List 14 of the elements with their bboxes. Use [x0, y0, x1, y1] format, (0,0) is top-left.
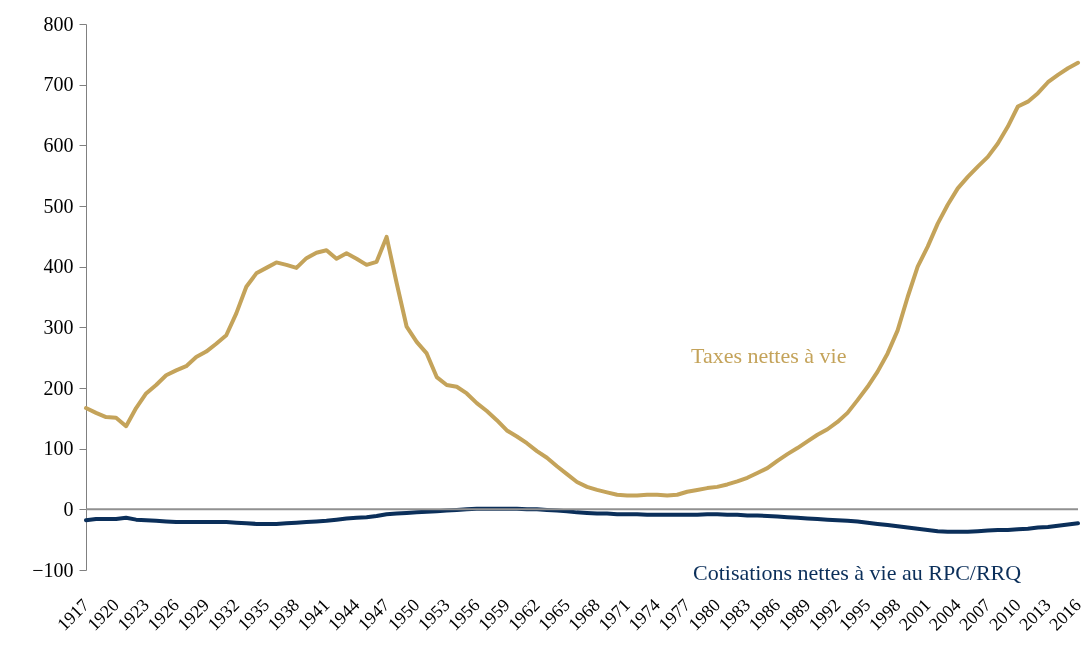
y-tick-label: 800	[43, 12, 74, 35]
series-label: Cotisations nettes à vie au RPC/RRQ	[693, 560, 1022, 585]
y-tick-label: 500	[43, 194, 74, 217]
y-tick-label: 100	[43, 437, 74, 460]
y-tick-label: 0	[63, 497, 74, 520]
y-tick-label: 200	[43, 376, 74, 399]
y-tick-label: −100	[32, 558, 74, 581]
y-tick-label: 600	[43, 133, 74, 156]
y-tick-label: 700	[43, 73, 74, 96]
y-tick-label: 300	[43, 315, 74, 338]
series-label: Taxes nettes à vie	[691, 343, 847, 368]
line-series	[84, 506, 1080, 534]
y-tick-label: 400	[43, 255, 74, 278]
line-series	[84, 60, 1080, 498]
